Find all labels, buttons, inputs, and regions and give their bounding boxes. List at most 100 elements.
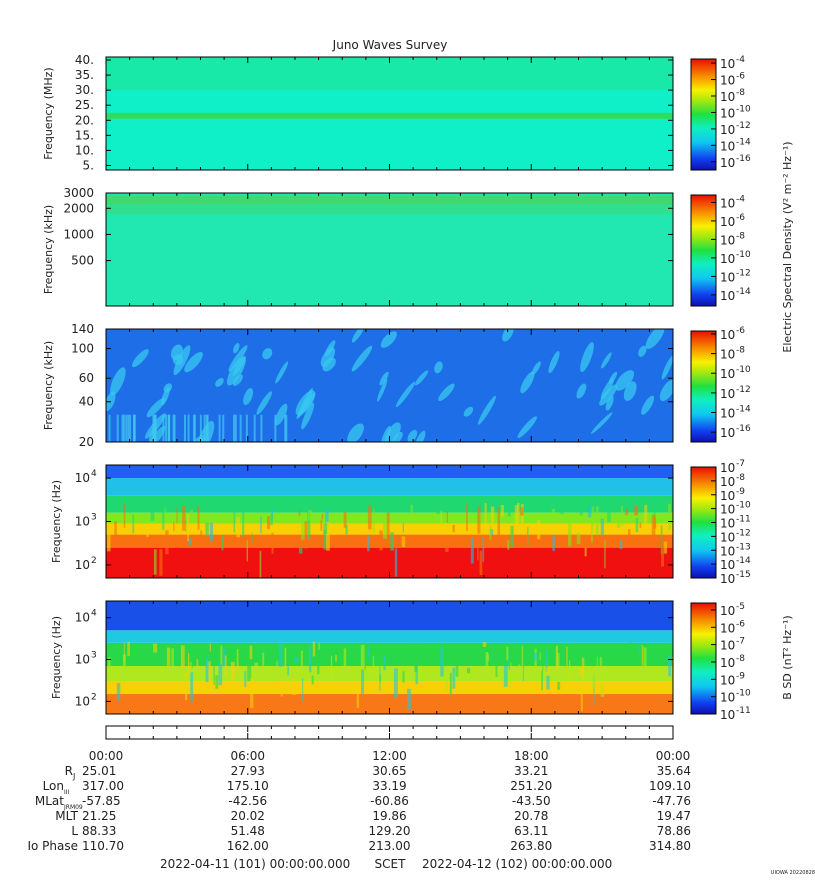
spectral-texture [207, 661, 211, 691]
spectral-texture [259, 551, 262, 578]
spectral-texture [367, 505, 372, 530]
spectral-texture [383, 655, 386, 671]
emission-patch [262, 348, 273, 360]
spectral-texture [581, 657, 585, 681]
y-tick-exponent: 4 [91, 469, 97, 479]
spectral-texture [308, 509, 312, 521]
y-axis-label: Frequency (MHz) [42, 67, 55, 159]
colorbar-tick-label: 10 [720, 426, 735, 440]
spectral-texture [576, 533, 581, 545]
spectral-texture [243, 656, 248, 665]
spectral-texture [394, 548, 398, 577]
emission-patch [232, 374, 243, 386]
emission-patch [275, 361, 289, 384]
emission-patch [548, 350, 560, 374]
emission-streak [168, 414, 171, 442]
spectral-texture [470, 537, 474, 564]
spectral-texture [311, 675, 314, 685]
spectral-texture [534, 648, 537, 674]
spectral-texture [162, 504, 165, 530]
y-tick-label: 20. [75, 113, 94, 127]
spectral-texture [507, 540, 510, 550]
spectral-texture [150, 505, 155, 521]
ephemeris-label-subscript: J [72, 772, 75, 781]
ephemeris-value: 30.65 [372, 764, 406, 778]
spectral-texture [197, 511, 200, 530]
y-tick-label: 10 [75, 515, 90, 529]
spectrogram-3 [106, 329, 673, 442]
spectral-texture [300, 650, 303, 681]
emission-band [106, 204, 673, 215]
spectral-texture [171, 648, 174, 669]
spectral-texture [260, 516, 262, 534]
spectral-texture [345, 524, 348, 535]
spectral-texture [445, 540, 449, 552]
colorbar-tick-exponent: -10 [736, 501, 751, 511]
ephemeris-value: -60.86 [370, 794, 409, 808]
colorbar-tick-exponent: -12 [736, 528, 751, 538]
spectral-texture [489, 529, 494, 535]
spectral-texture [541, 670, 543, 691]
spectral-layer [106, 681, 673, 695]
ephemeris-table: R J 25.01 27.93 30.65 33.21 35.64 Lon III 317.00 1… [27, 764, 691, 853]
spectral-texture [564, 504, 569, 512]
emission-patch [615, 370, 635, 391]
spectral-texture [668, 655, 672, 677]
colorbar-tick-label: 10 [720, 691, 735, 705]
spectral-texture [521, 645, 524, 674]
colorbar-tick-label: 10 [720, 461, 735, 475]
colorbar-tick-exponent: -8 [736, 346, 745, 356]
emission-patch [434, 361, 443, 374]
colorbar-tick-label: 10 [720, 503, 735, 517]
spectral-texture [323, 530, 327, 550]
colorbar-tick-label: 10 [720, 233, 735, 247]
spectral-texture [284, 647, 287, 669]
spectral-texture [360, 669, 365, 694]
spectral-texture [164, 507, 166, 523]
emission-patch [599, 384, 618, 406]
spectral-texture [298, 509, 301, 516]
colorbar-label: B SD (nT² Hz⁻¹) [781, 615, 794, 699]
emission-patch [301, 402, 315, 430]
spectral-texture [250, 678, 254, 709]
spectral-layer [106, 478, 673, 496]
emission-streak [187, 414, 190, 442]
spectral-texture [205, 657, 209, 683]
emission-patch [295, 390, 316, 416]
colorbar-tick-exponent: -12 [736, 268, 751, 278]
emission-patch [347, 423, 365, 442]
colorbar [690, 330, 717, 443]
emission-streak [222, 414, 225, 442]
spectral-texture [321, 513, 324, 519]
emission-streak [127, 414, 130, 442]
ephemeris-value: 21.25 [82, 809, 116, 823]
spectral-texture [625, 508, 629, 516]
colorbar-tick-exponent: -10 [736, 365, 751, 375]
spectral-texture [209, 643, 212, 652]
spectral-layer [106, 630, 673, 643]
colorbar-tick-label: 10 [720, 196, 735, 210]
spectral-texture [220, 645, 223, 666]
colorbar-tick-label: 10 [720, 407, 735, 421]
spectral-texture [394, 668, 398, 698]
spectral-texture [390, 532, 394, 551]
spectral-texture [292, 677, 297, 695]
ephemeris-value: -57.85 [82, 794, 121, 808]
spectral-texture [568, 522, 572, 547]
y-tick-label: 10 [75, 653, 90, 667]
spectral-texture [497, 508, 501, 537]
emission-patch [645, 329, 665, 350]
spectral-texture [125, 649, 127, 667]
emission-patch [641, 395, 655, 415]
spectral-texture [187, 653, 190, 675]
spectral-texture [364, 642, 366, 670]
emission-streak [203, 414, 206, 442]
colorbar-label: Electric Spectral Density (V² m⁻² Hz⁻¹) [781, 141, 794, 352]
spectral-texture [330, 655, 333, 679]
emission-patch [590, 412, 613, 434]
spectral-texture [320, 519, 323, 531]
emission-band [106, 195, 673, 205]
spectral-texture [495, 647, 498, 677]
ephemeris-value: 251.20 [510, 779, 552, 793]
spectral-texture [205, 522, 209, 537]
